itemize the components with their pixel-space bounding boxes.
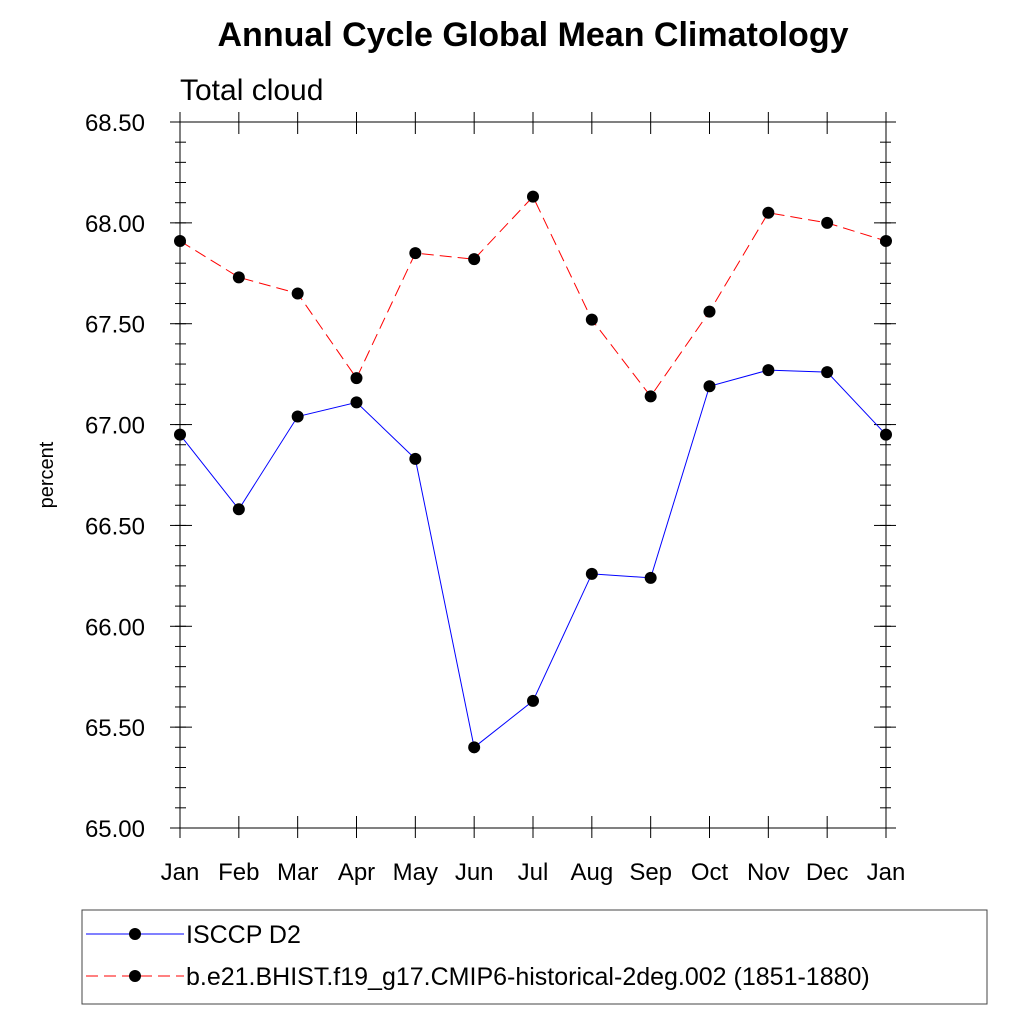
data-point — [174, 428, 186, 441]
data-point — [232, 271, 245, 284]
legend-marker — [129, 928, 141, 940]
chart-subtitle: Total cloud — [180, 74, 323, 107]
data-point — [703, 380, 716, 393]
series-layer — [174, 190, 892, 754]
legend-marker — [129, 970, 141, 982]
data-point — [350, 396, 363, 409]
series-line-1 — [179, 369, 887, 749]
plot-frame — [179, 121, 887, 829]
data-point — [409, 452, 422, 465]
data-point — [350, 372, 363, 385]
x-tick-label: Apr — [338, 859, 375, 886]
data-point — [409, 247, 422, 260]
data-point — [880, 235, 892, 248]
y-tick-label: 66.00 — [85, 614, 145, 641]
axis-ticks: Jan Feb Mar Apr May Jun Jul Aug Sep Oct Nov Dec Jan 6… — [85, 110, 905, 886]
y-tick-label: 67.50 — [85, 312, 145, 339]
x-tick-label: Mar — [277, 859, 318, 886]
data-point — [527, 190, 539, 203]
x-tick-label: Oct — [691, 859, 729, 886]
data-point — [527, 694, 539, 707]
data-point — [291, 287, 304, 300]
x-tick-label: Aug — [570, 859, 613, 886]
y-tick-label: 65.00 — [85, 816, 145, 843]
data-point — [585, 313, 598, 326]
data-point — [644, 390, 657, 403]
data-point — [644, 571, 657, 584]
legend-label-1: ISCCP D2 — [186, 921, 301, 949]
x-tick-label: May — [393, 859, 438, 886]
data-point — [821, 366, 834, 379]
data-point — [468, 741, 481, 754]
data-point — [880, 428, 892, 441]
y-tick-label: 65.50 — [85, 715, 145, 742]
chart-title: Annual Cycle Global Mean Climatology — [218, 16, 849, 54]
data-point — [762, 206, 775, 219]
data-point — [174, 235, 186, 248]
y-tick-label: 67.00 — [85, 413, 145, 440]
data-point — [585, 567, 598, 580]
x-tick-label: Feb — [218, 859, 259, 886]
series-line-2 — [179, 195, 887, 398]
x-tick-label: Jun — [455, 859, 494, 886]
data-point — [468, 253, 481, 266]
x-tick-label: Jan — [867, 859, 906, 886]
x-tick-label: Dec — [806, 859, 849, 886]
y-axis-label: percent — [36, 441, 58, 508]
legend-box — [81, 909, 988, 1005]
y-tick-label: 68.00 — [85, 211, 145, 238]
data-point — [703, 305, 716, 318]
data-point — [821, 216, 834, 229]
data-point — [762, 364, 775, 377]
y-tick-label: 68.50 — [85, 110, 145, 137]
y-tick-label: 66.50 — [85, 513, 145, 540]
x-tick-label: Jan — [161, 859, 200, 886]
x-tick-label: Jul — [518, 859, 549, 886]
data-point — [291, 410, 304, 423]
legend-label-2: b.e21.BHIST.f19_g17.CMIP6-historical-2de… — [186, 963, 870, 991]
legend: ISCCP D2 b.e21.BHIST.f19_g17.CMIP6-histor… — [86, 921, 870, 991]
x-tick-label: Sep — [629, 859, 672, 886]
data-point — [232, 503, 245, 516]
x-tick-label: Nov — [747, 859, 790, 886]
